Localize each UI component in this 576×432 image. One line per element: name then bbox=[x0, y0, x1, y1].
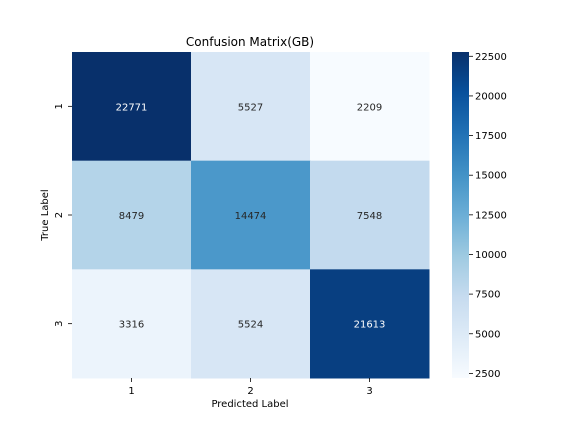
colorbar-tick-label: 20000 bbox=[475, 91, 507, 102]
x-axis-label: Predicted Label bbox=[211, 399, 288, 410]
heatmap-cell bbox=[310, 160, 430, 270]
heatmap-cell bbox=[191, 269, 311, 379]
colorbar-tick-label: 2500 bbox=[475, 369, 500, 380]
cell-value-label: 5527 bbox=[238, 102, 263, 113]
heatmap-cell bbox=[191, 52, 311, 162]
heatmap-cells: 22771 5527 2209 8479 14474 7548 3316 5524 21613 bbox=[72, 52, 430, 379]
y-tick-label: 2 bbox=[54, 212, 65, 218]
chart-title: Confusion Matrix(GB) bbox=[186, 35, 314, 49]
cell-value-label: 22771 bbox=[116, 102, 148, 113]
heatmap-cell bbox=[72, 52, 192, 162]
cell-value-label: 7548 bbox=[357, 211, 382, 222]
y-axis-label: True Label bbox=[40, 189, 51, 241]
heatmap-cell bbox=[72, 160, 192, 270]
cell-value-label: 14474 bbox=[235, 211, 267, 222]
colorbar-tick-label: 15000 bbox=[475, 171, 507, 182]
cell-value-label: 2209 bbox=[357, 102, 382, 113]
colorbar-ticks: 2500 5000 7500 10000 12500 15000 17500 20000 225… bbox=[469, 52, 507, 380]
colorbar-tick-label: 12500 bbox=[475, 210, 507, 221]
y-tick-label: 1 bbox=[54, 103, 65, 109]
colorbar-tick-label: 17500 bbox=[475, 131, 507, 142]
cell-value-label: 21613 bbox=[354, 320, 386, 331]
heatmap-cell bbox=[310, 269, 430, 379]
y-tick-labels: 1 2 3 bbox=[54, 103, 72, 327]
x-tick-label: 3 bbox=[366, 386, 372, 397]
colorbar-tick-label: 10000 bbox=[475, 250, 507, 261]
y-tick-label: 3 bbox=[54, 320, 65, 326]
colorbar-tick-label: 5000 bbox=[475, 329, 500, 340]
cell-value-label: 5524 bbox=[238, 320, 263, 331]
heatmap-cell bbox=[310, 52, 430, 162]
heatmap-cell bbox=[72, 269, 192, 379]
x-tick-label: 2 bbox=[247, 386, 253, 397]
x-tick-labels: 1 2 3 bbox=[128, 378, 373, 397]
x-tick-label: 1 bbox=[128, 386, 134, 397]
cell-value-label: 3316 bbox=[119, 320, 144, 331]
colorbar-tick-label: 22500 bbox=[475, 52, 507, 63]
colorbar bbox=[452, 52, 469, 378]
cell-value-label: 8479 bbox=[119, 211, 144, 222]
colorbar-tick-label: 7500 bbox=[475, 290, 500, 301]
heatmap-cell bbox=[191, 160, 311, 270]
